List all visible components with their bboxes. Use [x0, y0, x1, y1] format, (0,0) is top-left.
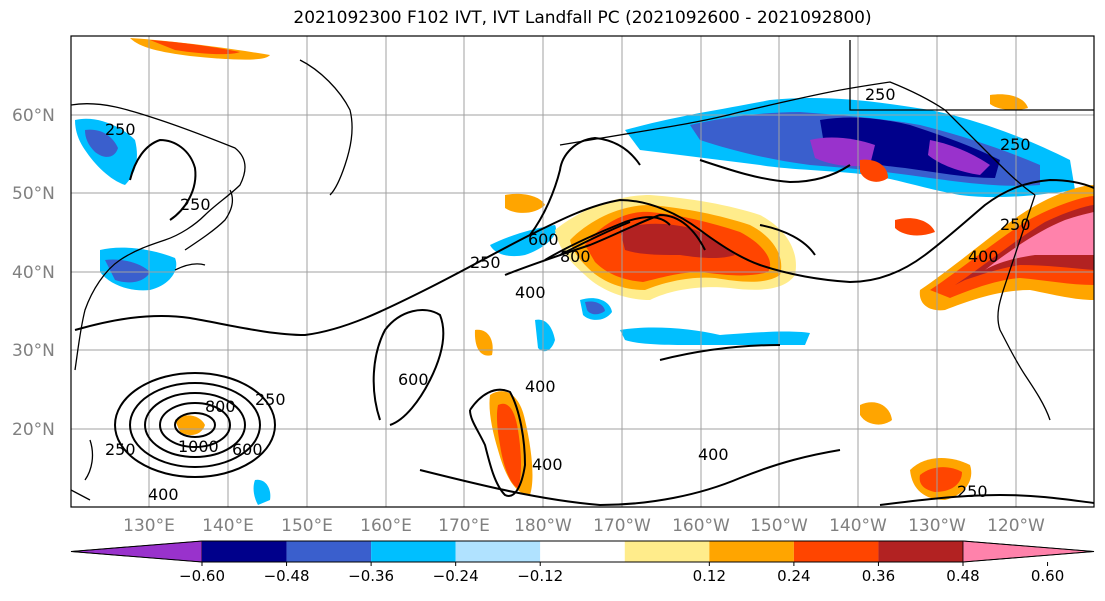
- contour-label: 400: [515, 283, 546, 302]
- colorbar-segment: [878, 541, 963, 562]
- colorbar-tick-label: −0.60: [179, 567, 225, 585]
- lon-label: 120°W: [987, 516, 1045, 536]
- map-title: 2021092300 F102 IVT, IVT Landfall PC (20…: [293, 8, 872, 28]
- contour-label: 600: [398, 370, 429, 389]
- lon-label: 160°W: [672, 516, 730, 536]
- contour-label: 250: [105, 440, 136, 459]
- contour-label: 250: [865, 85, 896, 104]
- graticule: [71, 36, 1094, 507]
- colorbar-tick-label: 0.48: [946, 567, 979, 585]
- coastlines: [71, 40, 1094, 501]
- colorbar-tick-label: 0.24: [777, 567, 810, 585]
- colorbar-tick-label: 0.36: [862, 567, 895, 585]
- ivt-contours: [74, 136, 1094, 507]
- lat-label: 50°N: [12, 184, 55, 204]
- contour-label: 250: [957, 482, 988, 501]
- colorbar-tick-label: 0.60: [1031, 567, 1064, 585]
- contour-label: 400: [532, 455, 563, 474]
- lat-label: 20°N: [12, 420, 55, 440]
- colorbar-segment: [624, 541, 710, 562]
- colorbar-segment: [286, 541, 372, 562]
- contour-label: 250: [470, 253, 501, 272]
- colorbar-segment: [202, 541, 287, 562]
- lon-label: 150°W: [750, 516, 808, 536]
- lon-label: 170°W: [593, 516, 651, 536]
- lon-label: 130°E: [123, 516, 175, 536]
- lat-label: 40°N: [12, 263, 55, 283]
- lon-label: 180°W: [514, 516, 572, 536]
- contour-label: 250: [255, 390, 286, 409]
- plot-frame: [70, 35, 1095, 508]
- colorbar-tick-label: 0.12: [693, 567, 726, 585]
- longitude-labels: 130°E 140°E 150°E 160°E 170°E 180°W 170°…: [123, 516, 1045, 536]
- contour-label: 600: [528, 230, 559, 249]
- negative-anomaly-shading: [75, 98, 1075, 505]
- contour-label: 400: [698, 445, 729, 464]
- positive-anomaly-shading: [130, 38, 1094, 500]
- contour-label: 600: [232, 440, 263, 459]
- lon-label: 160°E: [360, 516, 412, 536]
- contour-label: 250: [180, 195, 211, 214]
- contour-label: 1000: [178, 437, 219, 456]
- contour-label: 400: [968, 247, 999, 266]
- contour-labels: 250 250 250 250 250 250 250 600 800 400 …: [105, 85, 1031, 504]
- colorbar: [70, 540, 1095, 563]
- lon-label: 150°E: [281, 516, 333, 536]
- colorbar-segment: [371, 541, 456, 562]
- lon-label: 140°E: [202, 516, 254, 536]
- colorbar-tick-label: −0.48: [264, 567, 310, 585]
- contour-label: 400: [148, 485, 179, 504]
- contour-label: 800: [560, 247, 591, 266]
- lon-label: 130°W: [908, 516, 966, 536]
- contour-label: 400: [525, 377, 556, 396]
- colorbar-extend-max: [962, 540, 1095, 563]
- colorbar-tick-labels: −0.60 −0.48 −0.36 −0.24 −0.12 0.12 0.24 0.36 0.4…: [179, 562, 1064, 585]
- colorbar-tick-label: −0.12: [517, 567, 563, 585]
- colorbar-tick-label: −0.24: [433, 567, 479, 585]
- colorbar-segment: [540, 541, 625, 562]
- colorbar-segment: [709, 541, 794, 562]
- contour-label: 800: [205, 397, 236, 416]
- lon-label: 140°W: [829, 516, 887, 536]
- lon-label: 170°E: [438, 516, 490, 536]
- colorbar-segment: [793, 541, 879, 562]
- lat-label: 60°N: [12, 106, 55, 126]
- lat-label: 30°N: [12, 341, 55, 361]
- colorbar-extend-min: [70, 540, 203, 563]
- colorbar-segment: [455, 541, 541, 562]
- contour-label: 250: [1000, 215, 1031, 234]
- latitude-labels: 60°N 50°N 40°N 30°N 20°N: [12, 106, 55, 440]
- contour-label: 250: [105, 120, 136, 139]
- colorbar-tick-label: −0.36: [348, 567, 394, 585]
- contour-label: 250: [1000, 135, 1031, 154]
